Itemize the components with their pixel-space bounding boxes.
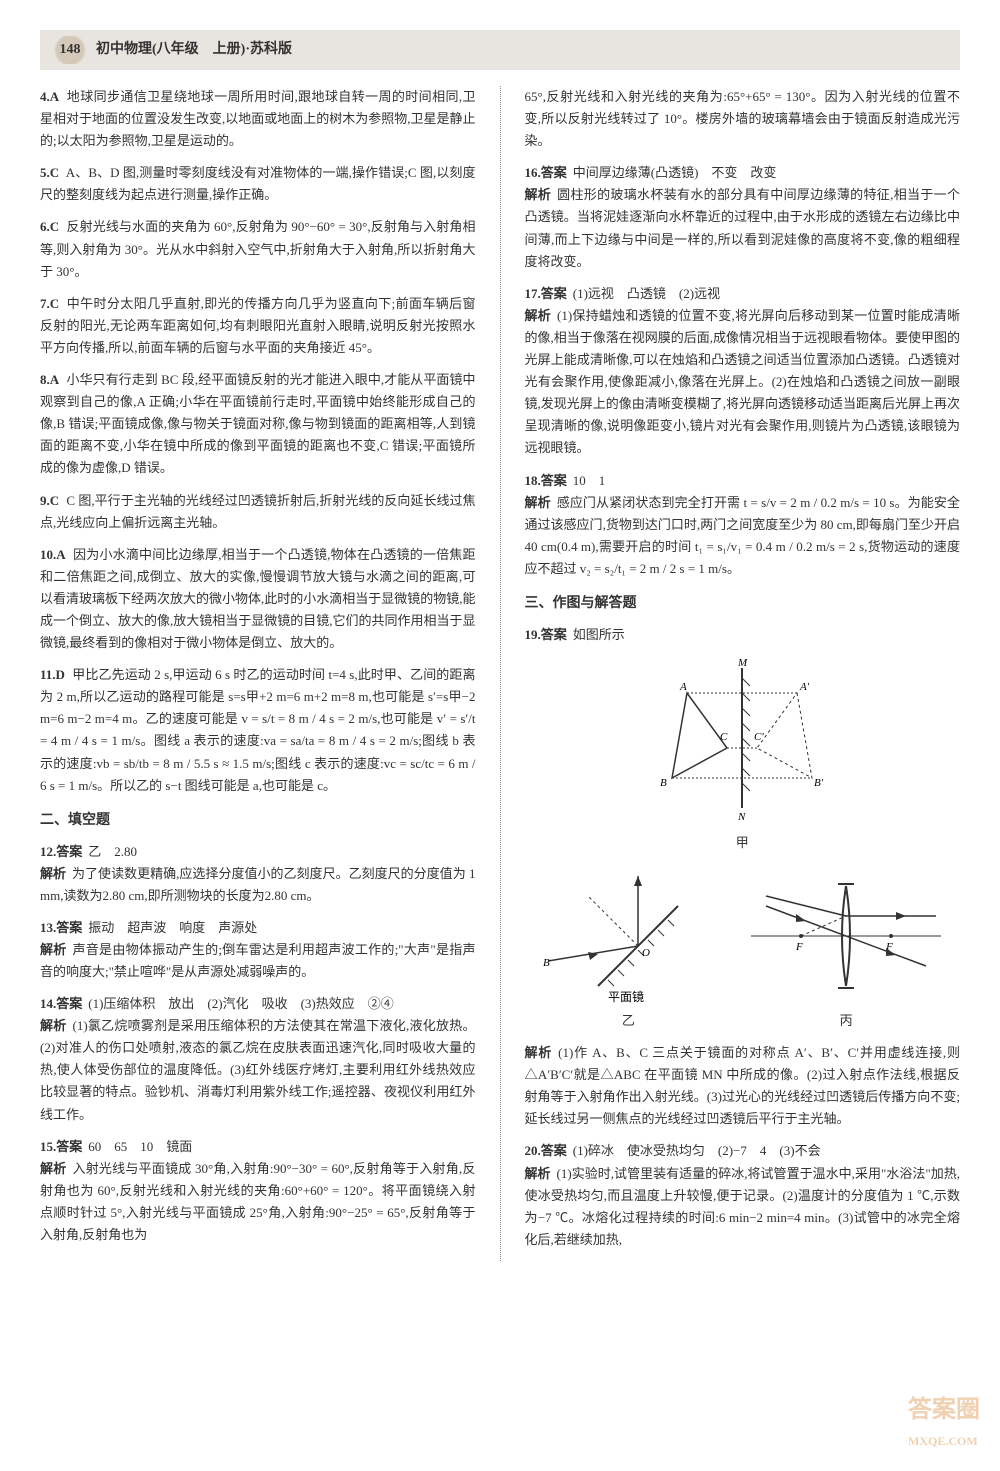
item-20: 20.答案(1)碎冰 使冰受热均匀 (2)−7 4 (3)不会 解析(1)实验时… [525,1140,961,1250]
item-16: 16.答案中间厚边缘薄(凸透镜) 不变 改变 解析圆柱形的玻璃水杯装有水的部分具… [525,162,961,272]
svg-text:N: N [737,811,746,823]
svg-text:平面镜: 平面镜 [608,989,644,1004]
svg-text:O: O [642,947,650,959]
item-14: 14.答案(1)压缩体积 放出 (2)汽化 吸收 (3)热效应 ②④ 解析(1)… [40,993,476,1126]
left-column: 4.A 地球同步通信卫星绕地球一周所用时间,跟地球自转一周的时间相同,卫星相对于… [40,86,476,1261]
item-6: 6.C 反射光线与水面的夹角为 60°,反射角为 90°−60° = 30°,反… [40,216,476,282]
svg-text:A′: A′ [799,681,810,693]
diagram-yi-bing: B O 平面镜 乙 [525,866,961,1032]
watermark-logo: 答案圈 MXQE.COM [908,1390,980,1451]
item-19: 19.答案如图所示 M N [525,624,961,1131]
svg-text:B′: B′ [814,777,824,789]
diagram-jia: M N A B C A′ B′ C′ 甲 [525,658,961,854]
svg-text:C: C [720,731,728,743]
svg-text:F: F [795,941,803,953]
column-divider [500,86,501,1261]
svg-text:C′: C′ [754,731,764,743]
item-10: 10.A 因为小水滴中间比边缘厚,相当于一个凸透镜,物体在凸透镜的一倍焦距和二倍… [40,544,476,654]
item-8: 8.A 小华只有行走到 BC 段,经平面镜反射的光才能进入眼中,才能从平面镜中观… [40,369,476,479]
svg-text:B: B [660,777,667,789]
page-header: 148 初中物理(八年级 上册)·苏科版 [40,30,960,70]
item-11: 11.D 甲比乙先运动 2 s,甲运动 6 s 时乙的运动时间 t=4 s,此时… [40,664,476,797]
svg-text:A: A [679,681,687,693]
diagram-yi: B O 平面镜 乙 [538,866,718,1032]
page-number: 148 [52,36,88,64]
svg-text:M: M [737,658,748,669]
content-columns: 4.A 地球同步通信卫星绕地球一周所用时间,跟地球自转一周的时间相同,卫星相对于… [40,86,960,1261]
diagram-bing: F F 丙 [746,866,946,1032]
jia-caption: 甲 [525,832,961,854]
item-15: 15.答案60 65 10 镜面 解析入射光线与平面镜成 30°角,入射角:90… [40,1136,476,1246]
svg-text:B: B [543,957,550,969]
item-13: 13.答案振动 超声波 响度 声源处 解析声音是由物体振动产生的;倒车雷达是利用… [40,917,476,983]
mirror-triangle-svg: M N A B C A′ B′ C′ [642,658,842,828]
item-7: 7.C 中午时分太阳几乎直射,即光的传播方向几乎为竖直向下;前面车辆后窗反射的阳… [40,293,476,359]
item-9: 9.C C 图,平行于主光轴的光线经过凹透镜折射后,折射光线的反向延长线过焦点,… [40,490,476,534]
section-2-title: 二、填空题 [40,809,476,833]
right-column: 65°,反射光线和入射光线的夹角为:65°+65° = 130°。因为入射光线的… [525,86,961,1261]
item-15-cont: 65°,反射光线和入射光线的夹角为:65°+65° = 130°。因为入射光线的… [525,86,961,152]
item-4: 4.A 地球同步通信卫星绕地球一周所用时间,跟地球自转一周的时间相同,卫星相对于… [40,86,476,152]
section-3-title: 三、作图与解答题 [525,592,961,616]
item-18: 18.答案10 1 解析感应门从紧闭状态到完全打开需 t = s/v = 2 m… [525,470,961,580]
item-17: 17.答案(1)远视 凸透镜 (2)远视 解析(1)保持蜡烛和透镜的位置不变,将… [525,283,961,460]
header-title: 初中物理(八年级 上册)·苏科版 [96,38,292,62]
item-12: 12.答案乙 2.80 解析为了使读数更精确,应选择分度值小的乙刻度尺。乙刻度尺… [40,841,476,907]
item-5: 5.C A、B、D 图,测量时零刻度线没有对准物体的一端,操作错误;C 图,以刻… [40,162,476,206]
